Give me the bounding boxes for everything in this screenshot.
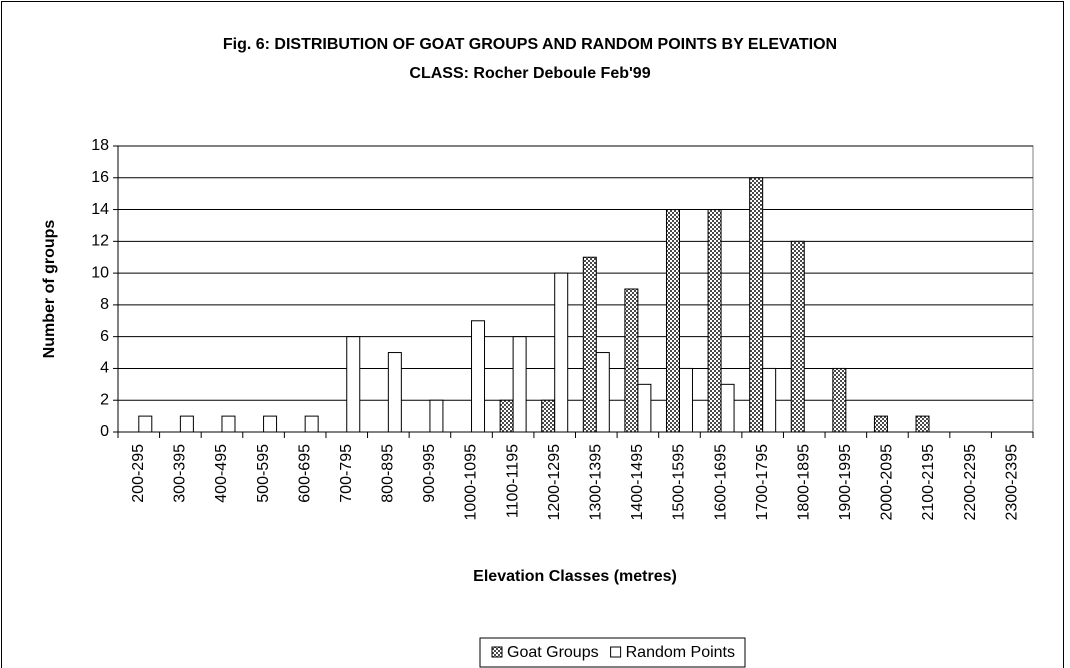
bar [512, 336, 527, 433]
legend-swatch [610, 646, 622, 658]
bar [304, 415, 319, 433]
x-tick-label: 700-795 [338, 444, 355, 503]
bar [499, 399, 514, 433]
bar [387, 352, 402, 433]
bar [595, 352, 610, 433]
x-tick-label: 500-595 [255, 444, 272, 503]
bar [832, 367, 847, 433]
legend-label: Goat Groups [507, 644, 599, 661]
y-tick-label: 12 [91, 233, 109, 250]
bar [263, 415, 278, 433]
bar [790, 240, 805, 433]
plot-area [117, 145, 1034, 433]
x-tick-label: 200-295 [130, 444, 147, 503]
bar [873, 415, 888, 433]
bar [554, 272, 569, 433]
x-tick-label: 2300-2395 [1003, 444, 1020, 521]
y-tick-label: 14 [91, 201, 109, 218]
bar [749, 177, 764, 433]
y-tick-label: 10 [91, 264, 109, 281]
bar [637, 383, 652, 433]
bar [471, 320, 486, 433]
x-tick-label: 1000-1095 [463, 444, 480, 521]
y-tick-label: 8 [100, 296, 109, 313]
x-tick-label: 600-695 [296, 444, 313, 503]
x-tick-label: 900-995 [421, 444, 438, 503]
bar [678, 367, 693, 433]
x-tick-label: 2100-2195 [920, 444, 937, 521]
x-tick-label: 2200-2295 [962, 444, 979, 521]
chart-title: Fig. 6: DISTRIBUTION OF GOAT GROUPS AND … [222, 36, 838, 82]
bar [541, 399, 556, 433]
y-tick-label: 0 [100, 423, 109, 440]
y-tick-label: 4 [100, 360, 109, 377]
bar [429, 399, 444, 433]
bar [707, 209, 722, 433]
legend-label: Random Points [626, 644, 735, 661]
bar [179, 415, 194, 433]
x-tick-label: 1200-1295 [546, 444, 563, 521]
x-tick-label: 1100-1195 [504, 444, 521, 518]
bar [720, 383, 735, 433]
y-tick-label: 18 [91, 137, 109, 154]
x-tick-label: 1300-1395 [588, 444, 605, 521]
y-axis-label: Number of groups [41, 220, 58, 359]
x-tick-label: 400-495 [213, 444, 230, 503]
x-tick-label: 300-395 [172, 444, 189, 503]
x-tick-label: 1700-1795 [754, 444, 771, 521]
legend-swatch [491, 646, 503, 658]
y-tick-label: 16 [91, 169, 109, 186]
x-axis-label: Elevation Classes (metres) [473, 568, 677, 585]
y-tick-label: 2 [100, 391, 109, 408]
bar [582, 256, 597, 433]
x-tick-label: 1600-1695 [712, 444, 729, 521]
x-tick-label: 1800-1895 [795, 444, 812, 521]
x-tick-label: 1500-1595 [671, 444, 688, 521]
bar [624, 288, 639, 433]
bar [346, 336, 361, 433]
bar [762, 367, 777, 433]
x-tick-label: 1400-1495 [629, 444, 646, 521]
bar [221, 415, 236, 433]
x-tick-label: 1900-1995 [837, 444, 854, 521]
x-tick-label: 800-895 [380, 444, 397, 503]
bar [665, 209, 680, 433]
y-tick-label: 6 [100, 328, 109, 345]
bar [138, 415, 153, 433]
bar [915, 415, 930, 433]
x-tick-label: 2000-2095 [879, 444, 896, 521]
